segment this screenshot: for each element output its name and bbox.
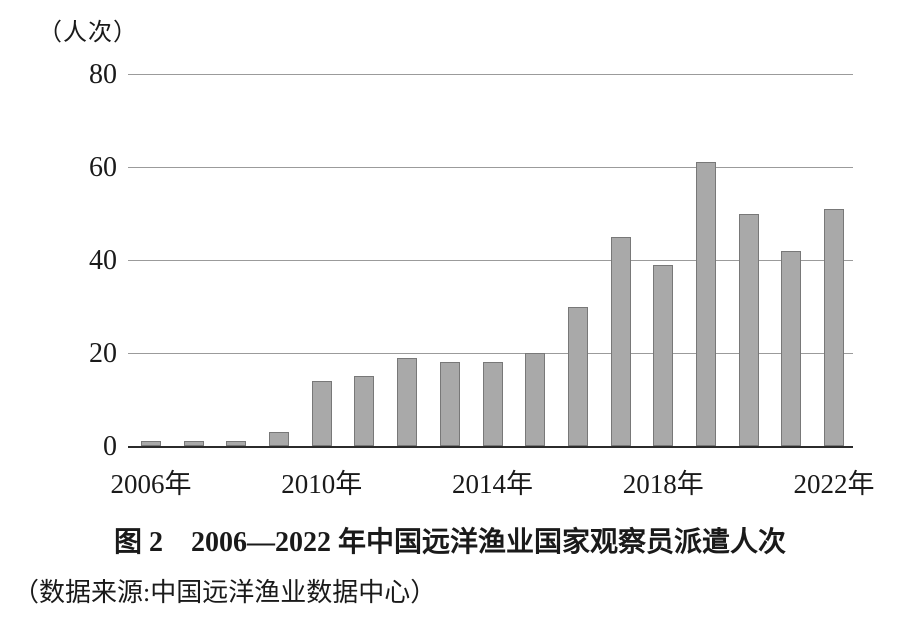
bar-2018	[653, 264, 674, 446]
bar-2009	[269, 432, 290, 446]
y-tick-label-60: 60	[89, 152, 117, 183]
y-tick-label-0: 0	[103, 431, 117, 462]
bar-2014	[482, 362, 503, 446]
bar-2022	[824, 208, 845, 446]
y-tick-label-40: 40	[89, 245, 117, 276]
gridline-y-80	[128, 74, 853, 75]
bar-2016	[567, 306, 588, 446]
y-tick-label-80: 80	[89, 59, 117, 90]
gridline-y-20	[128, 353, 853, 354]
chart-title: 图 2 2006—2022 年中国远洋渔业国家观察员派遣人次	[113, 527, 786, 558]
bar-2007	[183, 441, 204, 446]
x-tick-label-2010: 2010年	[281, 469, 363, 499]
x-tick-label-2006: 2006年	[110, 469, 192, 499]
bar-2010	[311, 380, 332, 446]
gridline-y-40	[128, 260, 853, 261]
x-axis-line	[128, 446, 853, 448]
bar-2006	[141, 441, 161, 446]
bar-2012	[397, 357, 418, 446]
bar-2019	[695, 162, 716, 446]
y-tick-label-20: 20	[89, 338, 117, 369]
y-axis-unit-label: （人次）	[38, 20, 138, 46]
bar-2020	[738, 213, 759, 446]
gridline-y-60	[128, 167, 853, 168]
bar-2021	[781, 250, 802, 446]
bar-2011	[354, 376, 375, 446]
bar-2015	[525, 353, 546, 446]
plot-area	[128, 74, 853, 448]
x-tick-label-2014: 2014年	[452, 469, 534, 499]
bar-2013	[439, 362, 460, 446]
bar-2008	[226, 441, 247, 446]
x-tick-label-2022: 2022年	[793, 469, 875, 499]
bar-2017	[610, 236, 631, 446]
data-source-note: （数据来源:中国远洋渔业数据中心）	[13, 578, 437, 607]
x-tick-label-2018: 2018年	[622, 469, 704, 499]
